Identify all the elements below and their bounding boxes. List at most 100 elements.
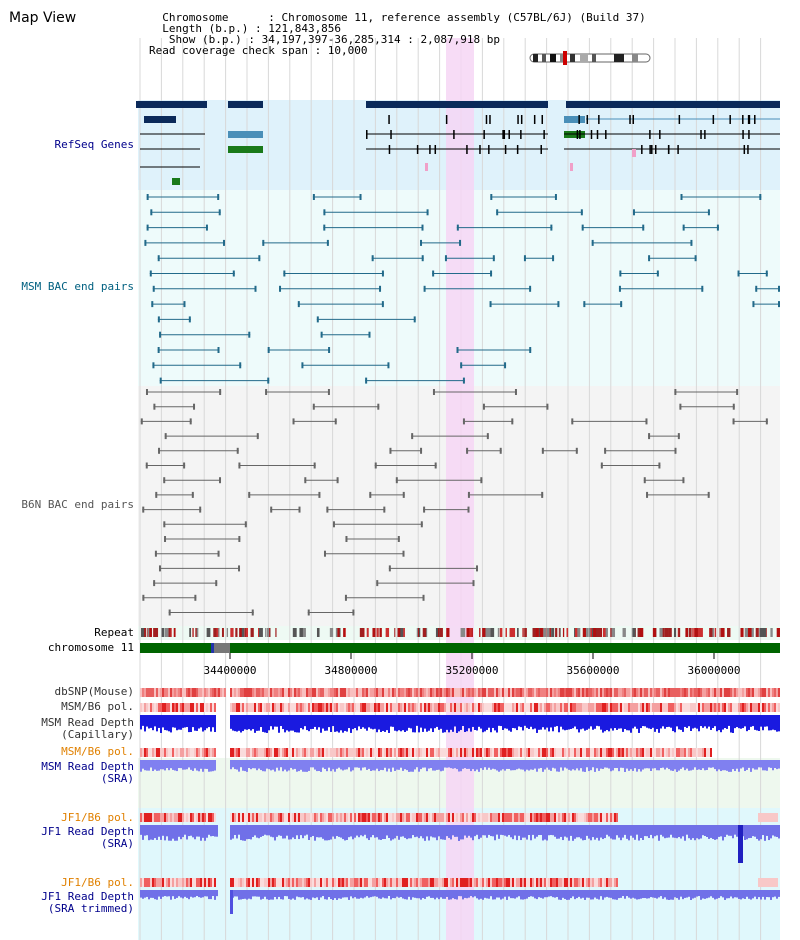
read-depth-tracks[interactable] bbox=[140, 715, 780, 914]
depth-bar bbox=[432, 825, 434, 838]
label-msm-b6-pol-2[interactable]: MSM/B6 pol. bbox=[61, 745, 134, 758]
depth-bar bbox=[598, 760, 600, 771]
depth-bar bbox=[482, 715, 484, 733]
depth-bar bbox=[692, 825, 694, 839]
heat-cell bbox=[280, 748, 282, 757]
depth-bar bbox=[350, 825, 352, 837]
heat-cell bbox=[352, 748, 354, 757]
depth-bar bbox=[254, 715, 256, 733]
heat-cell bbox=[470, 878, 472, 887]
bac-end bbox=[332, 521, 335, 528]
b6n-bac-features[interactable] bbox=[140, 389, 768, 616]
depth-bar bbox=[172, 825, 174, 839]
depth-bar bbox=[364, 825, 366, 835]
depth-bar bbox=[290, 890, 292, 900]
depth-bar bbox=[178, 760, 180, 769]
depth-bar bbox=[562, 715, 564, 730]
depth-bar bbox=[310, 760, 312, 768]
heat-cell bbox=[506, 688, 508, 697]
label-repeat[interactable]: Repeat bbox=[94, 626, 134, 639]
heat-cell bbox=[372, 748, 374, 757]
depth-bar bbox=[370, 825, 372, 838]
depth-bar bbox=[374, 760, 376, 771]
refseq-genes-features[interactable] bbox=[136, 101, 780, 185]
bac-end bbox=[164, 433, 167, 440]
depth-bar bbox=[200, 825, 202, 841]
heat-cell bbox=[614, 813, 616, 822]
label-jf1-b6-pol[interactable]: JF1/B6 pol. bbox=[61, 811, 134, 824]
gene-arrow[interactable] bbox=[172, 178, 180, 185]
depth-bar bbox=[662, 825, 664, 837]
depth-bar bbox=[594, 715, 596, 729]
label-jf1-read-depth-sra[interactable]: JF1 Read Depth (SRA) bbox=[41, 826, 134, 850]
depth-bar bbox=[578, 760, 580, 771]
repeat-mark bbox=[551, 628, 555, 637]
heat-cell bbox=[242, 813, 244, 822]
chromosome-bar[interactable] bbox=[140, 643, 780, 653]
heat-cell bbox=[382, 688, 384, 697]
heat-cell bbox=[458, 688, 460, 697]
label-msm-b6-pol[interactable]: MSM/B6 pol. bbox=[61, 700, 134, 713]
heat-cell bbox=[146, 703, 148, 712]
heat-cell bbox=[152, 688, 154, 697]
label-b6n-bac-end-pairs[interactable]: B6N BAC end pairs bbox=[21, 498, 134, 511]
gene-block[interactable] bbox=[566, 101, 780, 108]
label-msm-bac-end-pairs[interactable]: MSM BAC end pairs bbox=[21, 280, 134, 293]
heat-cell bbox=[278, 688, 280, 697]
gene-block[interactable] bbox=[144, 116, 176, 123]
repeat-mark bbox=[482, 628, 486, 637]
gene-block[interactable] bbox=[228, 101, 263, 108]
heat-cell bbox=[282, 688, 284, 697]
label-msm-read-depth-sra[interactable]: MSM Read Depth (SRA) bbox=[41, 761, 134, 785]
depth-bar bbox=[514, 715, 516, 729]
exon-tick bbox=[503, 130, 506, 139]
heat-cell bbox=[186, 878, 188, 887]
heat-cell bbox=[204, 703, 206, 712]
selection-highlight[interactable] bbox=[446, 38, 474, 940]
gene-block[interactable] bbox=[366, 101, 548, 108]
repeat-features[interactable] bbox=[141, 628, 780, 637]
depth-bar bbox=[704, 715, 706, 727]
heat-cell bbox=[452, 748, 454, 757]
heat-cell bbox=[284, 703, 286, 712]
label-jf1-read-depth-trimmed[interactable]: JF1 Read Depth (SRA trimmed) bbox=[41, 891, 134, 915]
heat-cell bbox=[518, 748, 520, 757]
heat-cell bbox=[380, 703, 382, 712]
heat-cell bbox=[412, 878, 414, 887]
depth-bar bbox=[570, 760, 572, 771]
gene-block[interactable] bbox=[136, 101, 207, 108]
depth-bar bbox=[658, 715, 660, 733]
bac-end bbox=[736, 389, 739, 395]
depth-bar bbox=[290, 715, 292, 731]
depth-bar bbox=[682, 760, 684, 768]
heat-cell bbox=[562, 688, 564, 697]
gene-exon[interactable] bbox=[564, 116, 585, 123]
depth-bar bbox=[182, 825, 184, 838]
heat-cell bbox=[732, 688, 734, 697]
depth-bar bbox=[428, 890, 430, 897]
heat-cell bbox=[298, 878, 300, 887]
bac-end bbox=[486, 433, 489, 440]
depth-bar bbox=[538, 715, 540, 730]
bac-end bbox=[467, 491, 470, 498]
depth-bar bbox=[386, 760, 388, 772]
heat-cell bbox=[688, 703, 690, 712]
heat-cell bbox=[614, 748, 616, 757]
gene-exon[interactable] bbox=[228, 146, 263, 153]
label-dbsnp[interactable]: dbSNP(Mouse) bbox=[54, 685, 134, 698]
bac-end bbox=[244, 521, 247, 528]
repeat-mark bbox=[522, 628, 524, 637]
label-refseq-genes[interactable]: RefSeq Genes bbox=[54, 138, 134, 151]
label-jf1-b6-pol-2[interactable]: JF1/B6 pol. bbox=[61, 876, 134, 889]
depth-bar bbox=[582, 715, 584, 729]
heat-cell bbox=[580, 878, 582, 887]
depth-bar bbox=[502, 825, 504, 836]
gene-exon[interactable] bbox=[228, 131, 263, 138]
chromosome-ideogram[interactable] bbox=[529, 51, 651, 65]
heat-cell bbox=[454, 703, 456, 712]
label-msm-read-depth-capillary[interactable]: MSM Read Depth (Capillary) bbox=[41, 717, 134, 741]
msm-bac-features[interactable] bbox=[144, 194, 780, 384]
bac-end bbox=[146, 194, 149, 200]
heat-tracks[interactable] bbox=[140, 688, 780, 887]
